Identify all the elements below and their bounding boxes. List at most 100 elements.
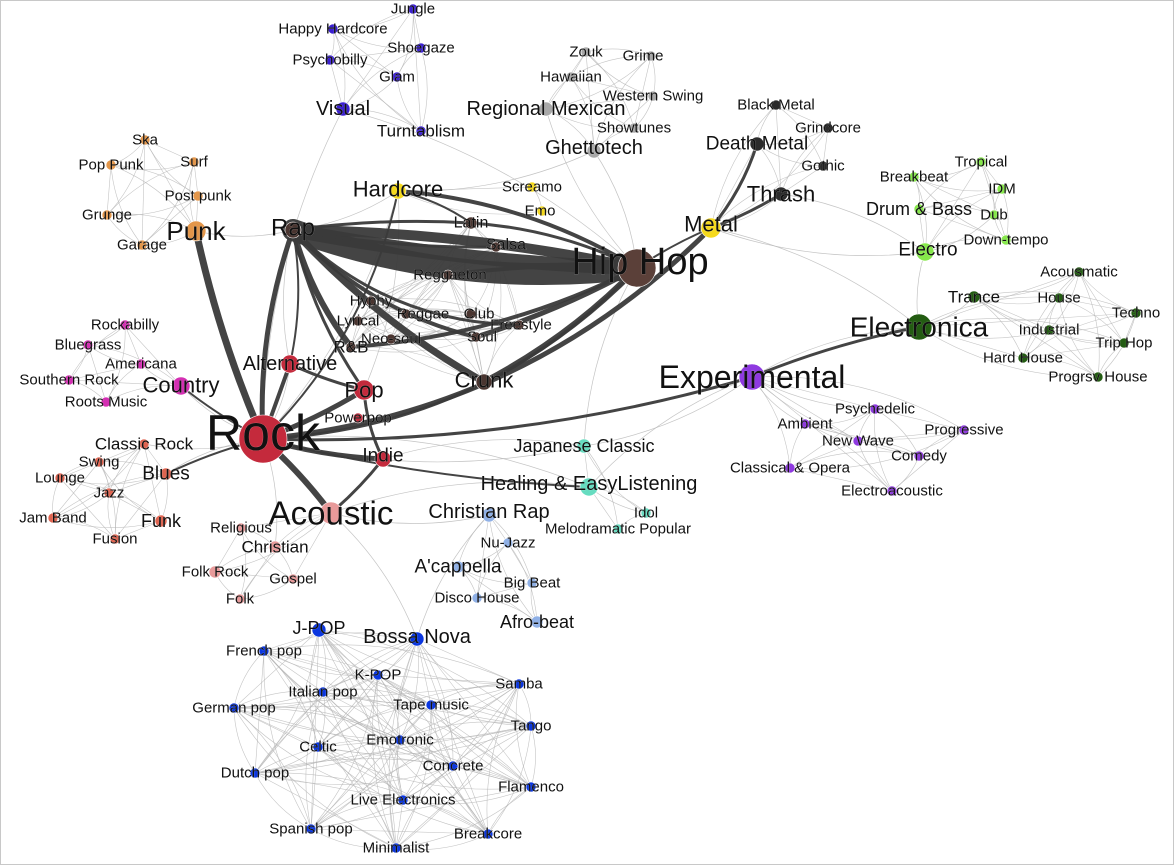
label-minimalist: Minimalist bbox=[363, 840, 431, 857]
label-religious: Religious bbox=[210, 520, 272, 537]
node-pop-punk bbox=[105, 159, 117, 171]
label-techno: Techno bbox=[1112, 305, 1160, 322]
label-latin: Latin bbox=[454, 215, 489, 232]
label-punk: Punk bbox=[166, 216, 226, 246]
edge-breakcore-minimalist bbox=[395, 833, 489, 850]
label-garage: Garage bbox=[117, 237, 167, 254]
edge-rock-healing-and-easylistening bbox=[262, 438, 590, 488]
edge-tropical-breakbeat bbox=[913, 161, 982, 178]
edge-tango-celtic bbox=[317, 725, 532, 755]
label-tango: Tango bbox=[511, 718, 552, 735]
label-spanish-pop: Spanish pop bbox=[269, 821, 352, 838]
node-live-electronics bbox=[397, 794, 409, 806]
edge-hawaiian-western-swing bbox=[570, 76, 654, 97]
node-grunge bbox=[101, 209, 113, 221]
node-hip-hop bbox=[617, 248, 657, 288]
node-zouk bbox=[580, 46, 592, 58]
label-classic-rock: Classic Rock bbox=[95, 435, 194, 454]
edge-hip-hop-japanese-classic bbox=[583, 267, 638, 447]
edge-post-punk-garage bbox=[141, 195, 199, 246]
edge-industrial-progrsv-house bbox=[1048, 329, 1099, 378]
edge-bossa-nova-concrete bbox=[416, 638, 454, 767]
edge-rock-hardcore bbox=[262, 190, 399, 440]
edge-french-pop-spanish-pop bbox=[263, 650, 312, 830]
label-soul: Soul bbox=[467, 329, 497, 346]
edge-bossa-nova-italian-pop bbox=[322, 638, 418, 693]
node-freestyle bbox=[513, 319, 525, 331]
label-hyphy: Hyphy bbox=[350, 293, 393, 310]
edge-acousmatic-hard-house bbox=[1022, 271, 1080, 359]
label-healing-and-easylistening: Healing & EasyListening bbox=[481, 473, 698, 495]
node-regional-mexican bbox=[538, 101, 554, 117]
edge-blues-jam-band bbox=[52, 473, 167, 519]
node-reggaeton bbox=[442, 269, 454, 281]
label-rockabilly: Rockabilly bbox=[91, 317, 160, 334]
edge-j-pop-samba bbox=[318, 629, 520, 685]
label-french-pop: French pop bbox=[226, 643, 302, 660]
edge-indie-japanese-classic bbox=[382, 439, 585, 460]
edge-emotronic-dutch-pop bbox=[254, 739, 401, 774]
edge-experimental-psychedelic bbox=[751, 376, 876, 410]
edge-bossa-nova-live-electronics bbox=[396, 638, 418, 801]
node-electro bbox=[915, 242, 935, 262]
label-progressive: Progressive bbox=[924, 422, 1003, 439]
label-randb: R&B bbox=[334, 338, 369, 357]
edge-rap-latin bbox=[291, 219, 473, 232]
edge-house-trip-hop bbox=[1058, 297, 1125, 344]
edge-tango-concrete bbox=[452, 725, 532, 767]
node-swing bbox=[93, 456, 105, 468]
edge-acoustic-healing-and-easylistening bbox=[330, 481, 590, 514]
node-spanish-pop bbox=[305, 823, 317, 835]
edge-idm-drum-and-bass bbox=[918, 188, 1003, 210]
label-lyrical: Lyrical bbox=[337, 313, 380, 330]
label-big-beat: Big Beat bbox=[504, 575, 562, 592]
edge-ska-post-punk bbox=[144, 139, 199, 197]
node-melodramatic-popular bbox=[612, 523, 624, 535]
edge-electronica-trip-hop bbox=[918, 318, 1125, 344]
edge-german-pop-concrete bbox=[233, 707, 454, 767]
edge-electro-tropical bbox=[924, 161, 982, 253]
node-tape-music bbox=[425, 699, 437, 711]
label-idol: Idol bbox=[634, 505, 658, 522]
node-turntablism bbox=[415, 125, 427, 137]
edge-gothic-metal bbox=[710, 165, 824, 229]
edge-emotronic-spanish-pop bbox=[310, 739, 401, 830]
node-hawaiian bbox=[565, 71, 577, 83]
edge-visual-shoegaze bbox=[342, 47, 422, 110]
edge-samba-dutch-pop bbox=[254, 683, 520, 774]
edge-hard-house-progrsv-house bbox=[1022, 357, 1099, 378]
edge-tape-music-minimalist bbox=[395, 704, 432, 849]
label-neo-soul: Neo-soul bbox=[361, 331, 421, 348]
label-grunge: Grunge bbox=[82, 207, 132, 224]
edge-acoustic-christian-rap bbox=[330, 512, 490, 524]
edge-reggaeton-freestyle bbox=[447, 274, 520, 326]
label-reggae: Reggae bbox=[397, 306, 450, 323]
edge-black-metal-gothic bbox=[775, 104, 824, 167]
label-fusion: Fusion bbox=[92, 531, 137, 548]
edge-hip-hop-reggaeton bbox=[446, 264, 639, 277]
edge-psychedelic-progressive bbox=[874, 408, 965, 431]
edge-shoegaze-psychobilly bbox=[329, 47, 422, 61]
edge-classic-rock-jam-band bbox=[52, 443, 145, 519]
edge-emotronic-celtic bbox=[317, 739, 401, 748]
label-psychedelic: Psychedelic bbox=[835, 401, 916, 418]
edge-live-electronics-breakcore bbox=[402, 799, 489, 835]
node-lounge bbox=[54, 472, 66, 484]
label-rock: Rock bbox=[206, 405, 321, 461]
edge-rap-soul bbox=[291, 228, 478, 339]
label-trip-hop: Trip Hop bbox=[1096, 335, 1153, 352]
edge-ska-garage bbox=[141, 139, 146, 246]
node-industrial bbox=[1043, 324, 1055, 336]
edge-rock-hip-hop bbox=[261, 266, 639, 441]
node-punk bbox=[185, 220, 207, 242]
node-flamenco bbox=[525, 781, 537, 793]
label-black-metal: Black Metal bbox=[737, 97, 815, 114]
label-regional-mexican: Regional Mexican bbox=[467, 98, 626, 120]
edge-grime-ghettotech bbox=[593, 55, 652, 152]
edge-bossa-nova-emotronic bbox=[399, 638, 419, 741]
node-folk bbox=[234, 593, 246, 605]
edge-j-pop-concrete bbox=[318, 629, 454, 767]
label-christian-rap: Christian Rap bbox=[428, 501, 549, 523]
edge-bossa-nova-french-pop bbox=[263, 632, 418, 652]
label-post-punk: Post punk bbox=[165, 188, 232, 205]
